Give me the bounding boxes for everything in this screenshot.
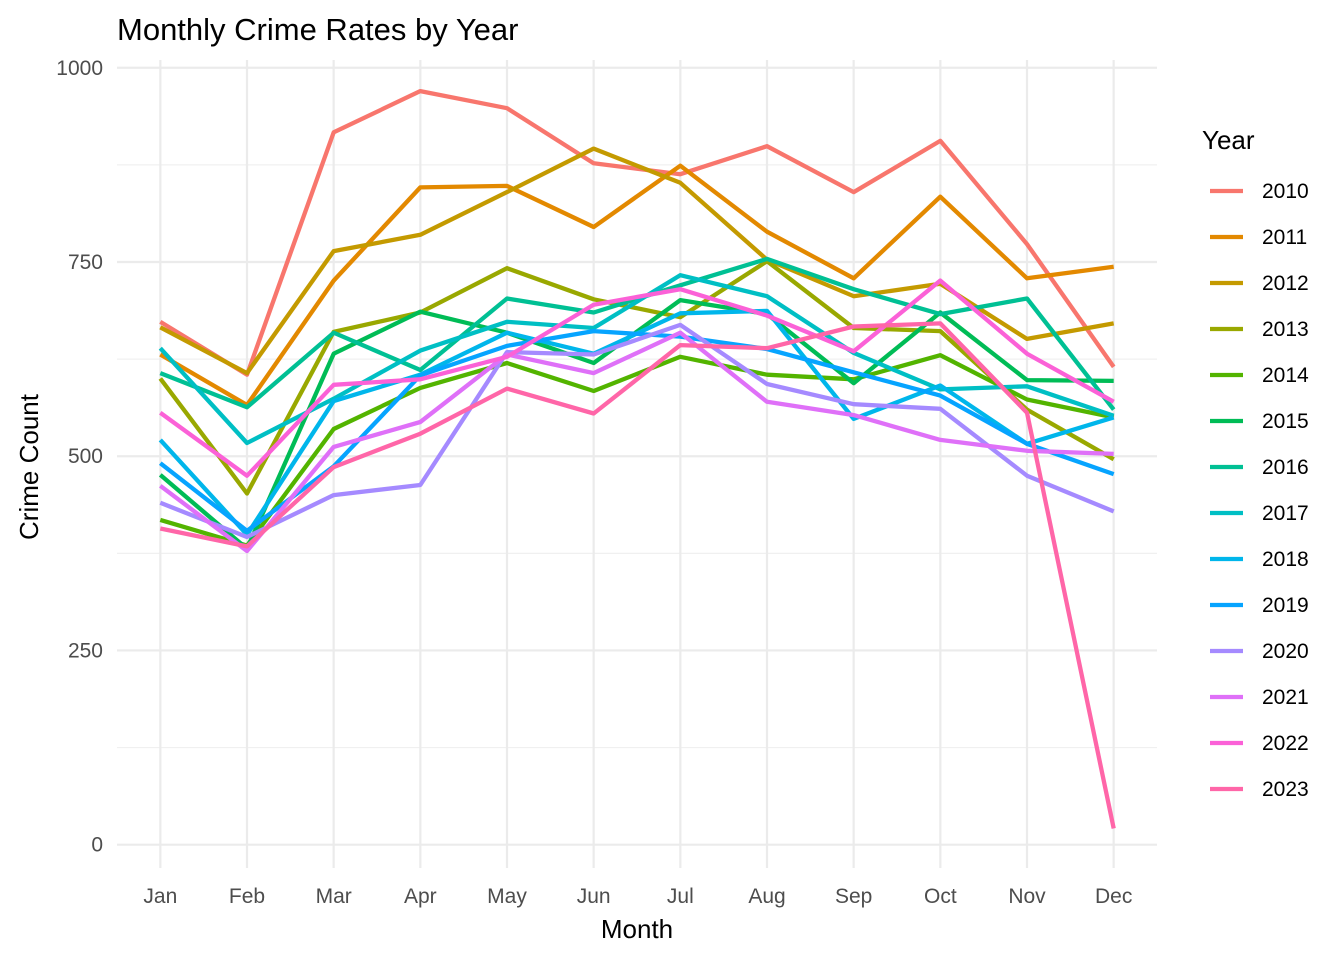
legend-label: 2021 [1262, 686, 1309, 709]
y-tick-label: 500 [68, 445, 103, 468]
series-line-2020 [159, 322, 1115, 540]
y-tick-label: 0 [91, 834, 103, 857]
legend-item: 2015 [1210, 410, 1309, 433]
y-tick-label: 750 [68, 251, 103, 274]
y-tick-label: 250 [68, 639, 103, 662]
x-tick-label: May [487, 885, 527, 908]
legend-item: 2013 [1210, 318, 1309, 341]
series-line-2022 [159, 278, 1115, 478]
series-line-2011 [159, 163, 1114, 408]
legend-item: 2020 [1210, 640, 1309, 663]
x-axis-title: Month [601, 914, 673, 944]
legend-label: 2018 [1262, 548, 1309, 571]
legend-label: 2013 [1262, 318, 1309, 341]
legend-item: 2010 [1210, 180, 1309, 203]
legend-label: 2016 [1262, 456, 1309, 479]
x-tick-label: Sep [835, 885, 872, 908]
legend-label: 2019 [1262, 594, 1309, 617]
x-tick-label: Feb [229, 885, 265, 908]
legend-label: 2017 [1262, 502, 1309, 525]
series-line-2021 [159, 330, 1114, 554]
legend-item: 2011 [1210, 226, 1307, 249]
legend-item: 2017 [1210, 502, 1309, 525]
y-axis-title: Crime Count [14, 393, 44, 540]
legend-label: 2012 [1262, 272, 1309, 295]
y-tick-label: 1000 [56, 57, 103, 80]
chart-title: Monthly Crime Rates by Year [117, 12, 518, 47]
series-line-2010 [159, 88, 1116, 377]
legend-label: 2011 [1262, 226, 1307, 249]
series-line-2017 [158, 273, 1115, 446]
legend-item: 2014 [1210, 364, 1309, 387]
legend-item: 2023 [1210, 778, 1309, 801]
legend-title: Year [1202, 125, 1255, 155]
legend-item: 2018 [1210, 548, 1309, 571]
legend-item: 2022 [1210, 732, 1309, 755]
x-axis-ticks: Jan Feb Mar Apr May Jun Jul Aug Sep Oct Nov Dec [143, 885, 1132, 908]
y-axis-ticks: 0 250 500 750 1000 [56, 57, 103, 857]
x-tick-label: Jun [577, 885, 611, 908]
series-line-2013 [158, 259, 1115, 496]
legend-label: 2020 [1262, 640, 1309, 663]
x-tick-label: Jan [143, 885, 177, 908]
series-line-2019 [158, 328, 1115, 533]
x-tick-label: Apr [404, 885, 437, 908]
legend-label: 2022 [1262, 732, 1309, 755]
legend-item: 2021 [1210, 686, 1309, 709]
x-tick-label: Dec [1095, 885, 1132, 908]
legend-item: 2019 [1210, 594, 1309, 617]
legend: Year 20102011201220132014201520162017201… [1202, 125, 1309, 801]
legend-label: 2014 [1262, 364, 1309, 387]
legend-items: 2010 2011 2012 2013 2014 2015 2016 2017 2018 2019… [1210, 180, 1309, 801]
legend-item: 2016 [1210, 456, 1309, 479]
x-tick-label: Jul [667, 885, 694, 908]
x-tick-label: Nov [1008, 885, 1046, 908]
x-tick-label: Oct [924, 885, 957, 908]
series-line-2014 [159, 353, 1115, 548]
series-line-2023 [159, 321, 1116, 829]
series-lines [158, 88, 1116, 829]
x-tick-label: Mar [316, 885, 352, 908]
x-tick-label: Aug [748, 885, 785, 908]
legend-label: 2010 [1262, 180, 1309, 203]
legend-item: 2012 [1210, 272, 1309, 295]
legend-label: 2015 [1262, 410, 1309, 433]
major-gridlines [117, 60, 1157, 868]
legend-label: 2023 [1262, 778, 1309, 801]
